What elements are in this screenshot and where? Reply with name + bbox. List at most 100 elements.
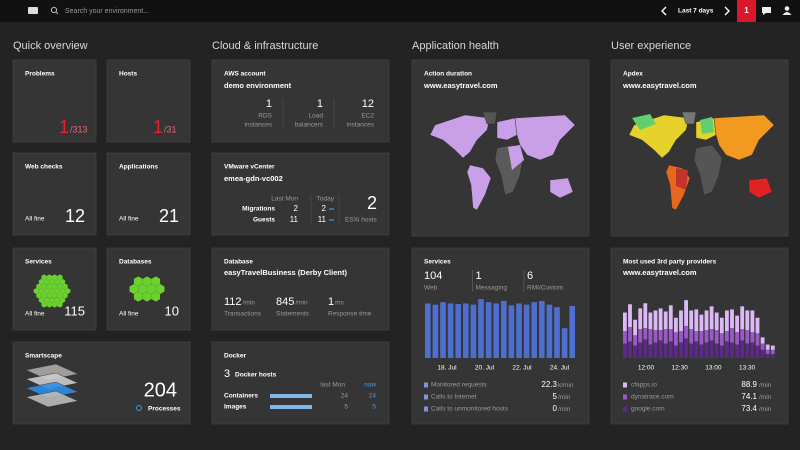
- bar-segment: [725, 331, 729, 342]
- hosts-count: 2: [367, 193, 377, 213]
- count: 1: [153, 117, 163, 137]
- services-icon: [57, 283, 63, 290]
- databases-icon: [133, 291, 143, 302]
- legend-label: google.com: [631, 406, 665, 413]
- count: 21: [159, 206, 179, 226]
- bar-segment: [730, 328, 734, 343]
- services-icon: [41, 274, 47, 281]
- bar-segment: [760, 337, 765, 344]
- row-label: Images: [224, 404, 247, 411]
- bar-segment: [668, 341, 673, 358]
- map-region: [681, 111, 697, 125]
- status: All fine: [119, 216, 139, 223]
- count: 115: [64, 303, 85, 318]
- bar-segment: [663, 311, 668, 330]
- bar-segment: [684, 325, 688, 339]
- menu-icon[interactable]: [28, 7, 38, 14]
- bar-segment: [750, 332, 755, 343]
- legend-value: 88.9: [741, 380, 757, 389]
- count-value: 1: [476, 270, 482, 282]
- prev-button[interactable]: [661, 6, 667, 16]
- search-icon: [50, 6, 58, 14]
- row-value: 11: [318, 215, 327, 224]
- process-icon: [136, 405, 142, 411]
- tile[interactable]: [12, 59, 97, 143]
- tile-title: Hosts: [119, 71, 137, 78]
- bar-segment: [653, 342, 658, 358]
- search-input[interactable]: Search your environment...: [65, 8, 149, 15]
- bar-segment: [735, 332, 739, 345]
- tile-title: Services: [25, 259, 52, 266]
- next-button[interactable]: [724, 6, 730, 16]
- count: 204: [144, 379, 177, 401]
- bar: [493, 303, 499, 358]
- bar-segment: [684, 300, 688, 326]
- legend-value: 5: [553, 392, 558, 401]
- tile[interactable]: [211, 247, 390, 331]
- map-region: [482, 111, 498, 125]
- metric-value: 1: [317, 98, 323, 110]
- tile[interactable]: [106, 59, 191, 143]
- count-label: RMI/Custom: [527, 285, 563, 292]
- services-icon: [44, 297, 50, 304]
- bar-segment: [735, 344, 739, 358]
- bar-segment: [760, 349, 765, 358]
- bar-segment: [704, 342, 709, 358]
- column-header: last Mon: [320, 382, 345, 389]
- column-header: Last Mon: [271, 196, 298, 203]
- bar-segment: [740, 306, 745, 330]
- tile-name: www.easytravel.com: [622, 81, 697, 90]
- user-icon[interactable]: [782, 12, 792, 15]
- tile[interactable]: [211, 152, 390, 236]
- tile-name: www.easytravel.com: [622, 268, 697, 277]
- services-icon: [59, 288, 66, 294]
- services-icon: [49, 278, 55, 285]
- timeframe[interactable]: Last 7 days: [678, 8, 714, 15]
- metric-value: 1: [328, 296, 334, 308]
- bar-segment: [653, 330, 658, 343]
- legend-label: cfapps.io: [631, 382, 657, 389]
- databases-icon: [138, 284, 147, 294]
- bar-segment: [628, 341, 632, 358]
- services-icon: [44, 278, 50, 285]
- bar-segment: [730, 309, 734, 329]
- bar: [561, 328, 568, 358]
- legend-unit: /min: [759, 406, 772, 413]
- services-icon: [36, 292, 42, 299]
- tile-title: Problems: [25, 71, 55, 78]
- databases-icon: [142, 276, 152, 287]
- row-value: 2: [322, 204, 327, 213]
- tile[interactable]: [211, 341, 390, 425]
- map-region: [466, 164, 492, 211]
- bar-segment: [725, 341, 729, 358]
- bar-segment: [658, 330, 663, 341]
- bar-segment: [694, 331, 699, 342]
- map-region: [429, 114, 491, 159]
- map-region: [549, 177, 574, 199]
- alert-count[interactable]: 1: [744, 6, 749, 15]
- tile[interactable]: [12, 152, 97, 236]
- legend-label: dynatrace.com: [631, 394, 674, 401]
- bar-segment: [740, 340, 745, 358]
- bar-segment: [770, 349, 775, 354]
- hosts-label: ESXi hosts: [345, 217, 378, 224]
- databases-icon: [155, 284, 165, 294]
- services-icon: [38, 278, 45, 285]
- bar: [531, 302, 537, 358]
- tile[interactable]: [106, 152, 191, 236]
- metric-unit: /min: [295, 300, 308, 307]
- user-icon[interactable]: [784, 6, 790, 11]
- chat-icon[interactable]: [762, 7, 771, 15]
- metric-label: Response time: [328, 311, 372, 318]
- bar: [501, 300, 507, 358]
- metric-label: RDS: [258, 113, 272, 120]
- bar: [485, 302, 492, 358]
- alert-badge[interactable]: [737, 0, 756, 22]
- row-value: 24: [369, 393, 377, 400]
- bar-segment: [745, 343, 750, 358]
- bar-segment: [638, 329, 643, 343]
- bar-segment: [628, 327, 632, 342]
- tile[interactable]: [211, 59, 390, 143]
- bar: [440, 302, 446, 358]
- bar-segment: [648, 312, 653, 330]
